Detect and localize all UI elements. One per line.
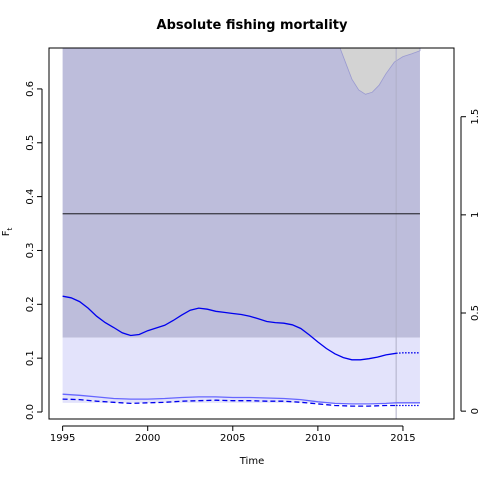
secondary-y-axis: 0 0.5 1 1.5 [460, 109, 480, 414]
y-tick-label: 0.2 [25, 296, 36, 312]
series-line-4 [62, 393, 420, 405]
y-tick-label: 0.6 [25, 81, 36, 97]
series-line-1 [396, 352, 420, 354]
upper-ci-region [339, 47, 421, 95]
y-tick-label: 0.4 [25, 189, 36, 205]
y-axis-label-subscript: t [6, 227, 14, 230]
y-tick-label: 0.1 [25, 350, 36, 366]
x-tick-label: 2005 [220, 433, 245, 444]
outer-confidence-band [62, 48, 420, 338]
x-tick-label: 2015 [390, 433, 415, 444]
series-layer [62, 295, 420, 407]
y-tick-label: 0.3 [25, 243, 36, 259]
secondary-y-tick-label: 0.5 [470, 305, 480, 321]
secondary-y-tick-label: 0 [470, 408, 480, 414]
shaded-bands [62, 47, 421, 419]
inner-confidence-band [62, 337, 420, 403]
x-tick-label: 1995 [50, 433, 75, 444]
series-line-2 [62, 398, 397, 407]
x-axis-label: Time [239, 456, 264, 467]
y-axis-label-main: F [1, 230, 12, 236]
secondary-y-tick-label: 1 [470, 212, 480, 218]
series-line-0 [62, 295, 397, 361]
x-tick-label: 2010 [305, 433, 330, 444]
x-axis: 1995 2000 2005 2010 2015 [50, 425, 416, 444]
y-axis-label: Ft [1, 227, 14, 236]
x-tick-label: 2000 [135, 433, 160, 444]
chart-title: Absolute fishing mortality [157, 18, 348, 33]
y-tick-label: 0.5 [25, 135, 36, 151]
y-axis: 0.0 0.1 0.2 0.3 0.4 0.5 0.6 [25, 81, 43, 420]
secondary-y-tick-label: 1.5 [470, 109, 480, 125]
plot-frame [48, 47, 455, 420]
y-tick-label: 0.0 [25, 404, 36, 420]
